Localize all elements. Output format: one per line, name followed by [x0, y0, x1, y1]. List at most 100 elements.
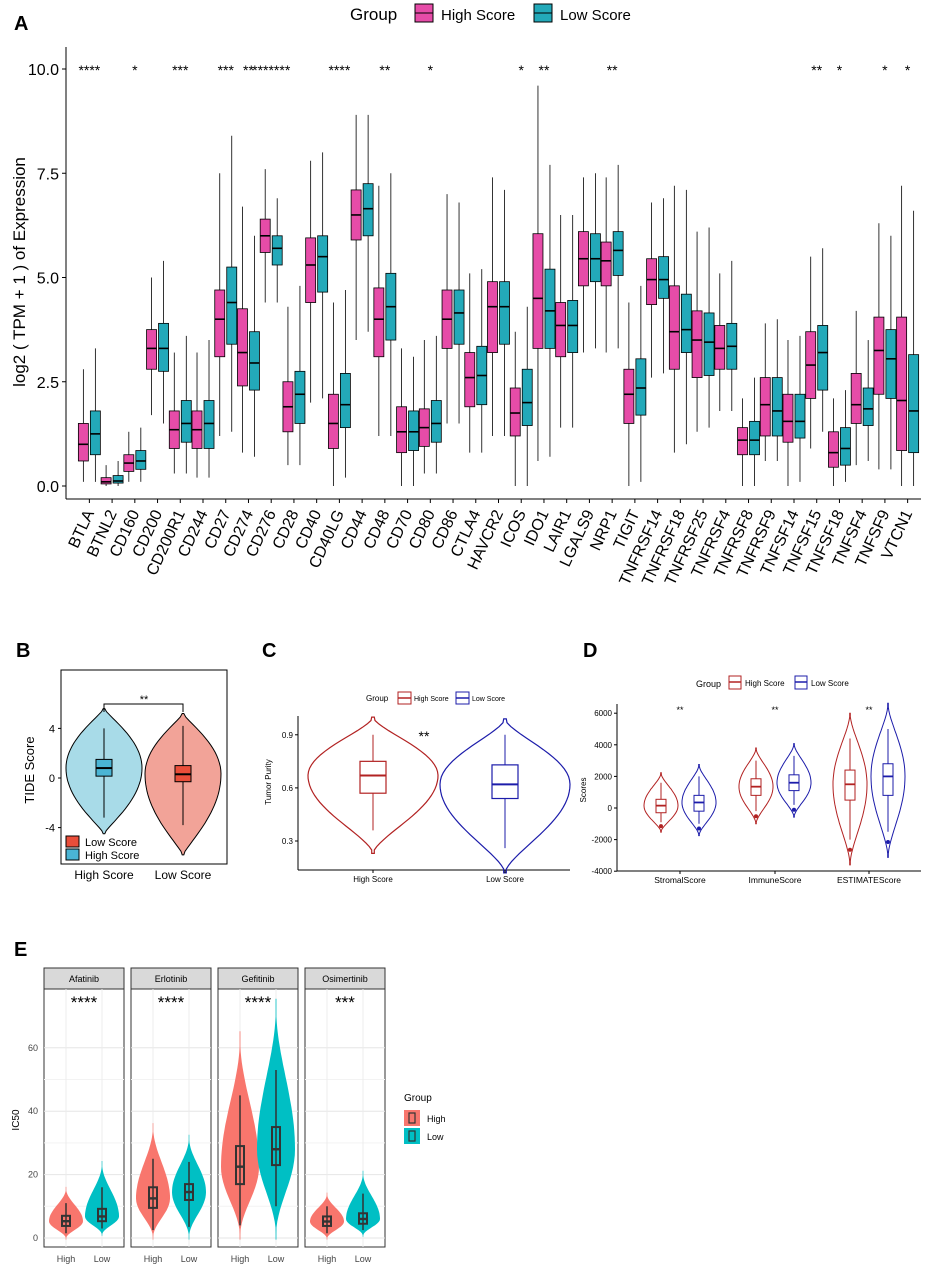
significance-label: *******: [252, 62, 291, 78]
significance-label: ****: [328, 62, 350, 78]
significance-label: ****: [71, 993, 98, 1012]
y-tick-label: 0.0: [37, 479, 59, 496]
facet-strip-label: Osimertinib: [322, 974, 368, 984]
violin-estimatescore-high: [832, 712, 868, 866]
box-tnfrsf9-low: [771, 377, 783, 437]
box-tigit-high: [623, 368, 635, 424]
box-cd40lg-low: [339, 373, 351, 429]
box-lair1-low: [567, 300, 579, 353]
box-cd200-high: [146, 329, 157, 370]
legend-title: Group: [696, 679, 721, 689]
x-tick-label: Low: [94, 1254, 111, 1264]
y-tick-label: 60: [28, 1043, 38, 1053]
box-cd44-low: [362, 183, 374, 237]
panel-d-violin: Scores 6000 4000 2000 0 -2000 -4000 StromalScor…: [579, 675, 921, 885]
y-axis-label: TIDE Score: [22, 736, 37, 803]
x-tick-label: ImmuneScore: [749, 875, 802, 885]
significance-label: *: [519, 62, 525, 78]
box-cd48-high: [373, 287, 385, 358]
box-tnfsf4-low: [862, 387, 874, 426]
y-tick-label: -2000: [592, 836, 613, 845]
significance-label: **: [379, 62, 390, 78]
y-tick-label: 10.0: [28, 62, 59, 79]
y-tick-label: 40: [28, 1106, 38, 1116]
legend-key: [404, 1110, 420, 1126]
violin-stromalscore-low: [681, 764, 717, 837]
significance-bracket: [103, 703, 184, 712]
box-tnfsf15-low: [817, 325, 829, 391]
violin-immunescore-low: [776, 743, 812, 818]
significance-label: ***: [335, 993, 355, 1012]
box: [882, 763, 894, 796]
box-tnfsf9-low: [885, 329, 897, 399]
y-tick-label: -4: [45, 823, 55, 835]
x-tick-label: High: [318, 1254, 337, 1264]
violin-estimatescore-low: [870, 702, 906, 858]
box-btla-low: [89, 410, 101, 456]
legend-entry: Low Score: [560, 7, 631, 24]
box-btnl2-high: [100, 477, 112, 485]
violin-immunescore-high: [738, 747, 774, 825]
y-tick-label: 0.3: [282, 837, 294, 846]
box: [271, 1126, 281, 1167]
legend-key: [404, 1128, 420, 1144]
significance-label: *: [428, 62, 434, 78]
box-cd276-low: [271, 235, 283, 266]
box-cd40-low: [317, 235, 329, 293]
y-tick-label: -4000: [592, 867, 613, 876]
box-havcr2-low: [499, 281, 510, 345]
significance-label: ***: [218, 62, 235, 78]
box-tnfsf9-high: [873, 316, 885, 395]
box-cd244-low: [203, 400, 215, 449]
y-axis-label: log2 ( TPM + 1 ) of Expression: [10, 157, 29, 387]
significance-label: *: [905, 62, 911, 78]
violin-low: [439, 718, 571, 874]
x-tick-label: High: [144, 1254, 163, 1264]
outlier-point: [659, 824, 663, 829]
y-tick-label: 5.0: [37, 271, 59, 288]
outlier-point: [792, 807, 796, 812]
box-tnfrsf14-high: [646, 258, 658, 306]
y-tick-label: 0.6: [282, 784, 294, 793]
y-tick-label: 4: [49, 723, 55, 735]
significance-label: **: [865, 705, 873, 715]
box-tnfsf14-high: [782, 393, 794, 443]
y-tick-label: 2000: [594, 772, 612, 781]
box-nrp1-high: [600, 241, 612, 287]
significance-label: *: [132, 62, 138, 78]
significance-label: **: [676, 705, 684, 715]
legend-entry: Low: [427, 1132, 444, 1142]
box-cd80-low: [430, 400, 442, 443]
panel-label-d: D: [583, 640, 597, 662]
x-tick-label: ESTIMATEScore: [837, 875, 901, 885]
significance-label: *: [882, 62, 888, 78]
box-cd27-high: [214, 289, 226, 358]
x-tick-label: High Score: [353, 875, 393, 884]
legend-title: Group: [350, 5, 397, 24]
significance-label: **: [140, 694, 149, 706]
box-vtcn1-high: [896, 316, 908, 451]
box-cd200r1-low: [180, 400, 192, 443]
box-ido1-high: [532, 233, 544, 349]
x-tick-label: High: [57, 1254, 76, 1264]
outlier-point: [754, 814, 758, 819]
box-cd40-high: [305, 237, 317, 303]
significance-label: **: [419, 728, 430, 744]
box-tnfrsf18-high: [668, 285, 680, 370]
box-tigit-low: [635, 358, 647, 416]
box-cd28-low: [294, 370, 306, 424]
significance-label: **: [539, 62, 550, 78]
box-tnfrsf18-low: [680, 293, 692, 353]
box-cd27-low: [226, 266, 238, 345]
box-tnfsf4-high: [850, 373, 862, 424]
box: [235, 1145, 245, 1186]
violin-high: [307, 716, 439, 854]
legend-entry: High Score: [745, 679, 785, 688]
y-tick-label: 0.9: [282, 731, 294, 740]
box-ido1-low: [544, 268, 556, 349]
panel-c-violin: Tumor Purity 0.9 0.6 0.3 High Score Low Score…: [264, 691, 571, 884]
significance-label: *: [837, 62, 843, 78]
legend-entry: Low Score: [811, 679, 849, 688]
panel-a-boxplot: log2 ( TPM + 1 ) of Expression 0.0 2.5 5.0 7…: [10, 3, 921, 588]
panel-label-e: E: [14, 939, 27, 961]
